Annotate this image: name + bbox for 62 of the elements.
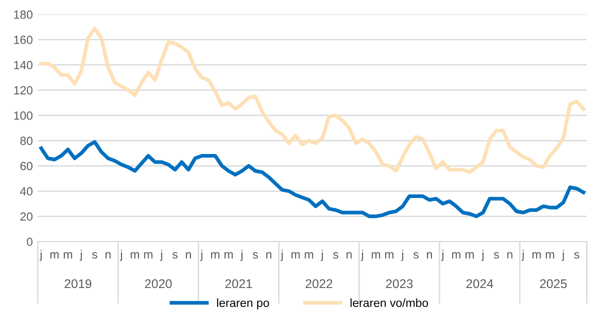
x-tick-label: j: [522, 250, 524, 261]
x-tick-label: s: [172, 252, 178, 259]
x-tick-label: j: [401, 250, 404, 261]
text: 2020: [145, 279, 172, 288]
x-tick-label: m: [372, 252, 380, 258]
x-tick-label: j: [120, 250, 122, 261]
x-tick-label: s: [494, 252, 499, 259]
x-tick-label: m: [304, 252, 314, 258]
legend-label: leraren po: [217, 298, 270, 310]
x-tick-label: j: [80, 250, 82, 261]
x-tick-label: s: [413, 252, 419, 259]
y-tick-label: 80: [20, 136, 32, 146]
line-series: [39, 140, 586, 218]
legend-label: leraren vo/mbo: [350, 298, 428, 308]
x-tick-label: m: [385, 252, 394, 258]
x-tick-label: n: [346, 252, 352, 258]
y-tick-label: 140: [14, 60, 32, 70]
text: 2021: [225, 279, 252, 288]
x-tick-label: m: [50, 252, 59, 258]
y-tick-label: 180: [14, 10, 32, 19]
x-tick-label: j: [320, 250, 323, 261]
x-tick-label: m: [130, 252, 140, 258]
line-series: [39, 26, 586, 174]
x-tick-label: j: [441, 250, 444, 261]
text: 2025: [540, 279, 567, 288]
x-tick-label: n: [426, 252, 432, 258]
x-tick-label: m: [144, 252, 152, 258]
x-tick-label: s: [252, 252, 258, 259]
x-tick-label: m: [64, 252, 72, 258]
x-tick-label: m: [452, 252, 460, 258]
x-tick-label: n: [507, 252, 512, 258]
x-tick-label: s: [92, 252, 98, 259]
x-tick-label: m: [224, 252, 233, 258]
x-tick-label: m: [291, 252, 300, 258]
text: 2023: [386, 279, 413, 288]
x-tick-label: j: [40, 250, 42, 261]
x-tick-label: j: [160, 250, 162, 261]
y-tick-label: 160: [14, 36, 32, 44]
x-tick-label: m: [466, 252, 474, 258]
x-tick-label: j: [240, 250, 243, 261]
y-tick-label: 60: [20, 162, 32, 170]
y-tick-label: 120: [14, 86, 32, 95]
x-tick-label: j: [562, 250, 564, 261]
x-tick-label: m: [532, 252, 541, 258]
x-tick-label: s: [333, 252, 338, 259]
x-tick-label: s: [574, 252, 580, 259]
y-tick-label: 100: [14, 111, 32, 120]
x-tick-label: j: [481, 250, 484, 261]
x-tick-label: n: [106, 252, 111, 258]
text: 2019: [64, 279, 92, 288]
y-tick-label: 0: [26, 238, 32, 246]
y-tick-label: 20: [20, 212, 32, 221]
x-tick-label: m: [546, 252, 554, 258]
text: 2022: [306, 279, 332, 288]
text: 2024: [466, 279, 494, 288]
x-tick-label: m: [211, 252, 220, 258]
y-tick-label: 40: [20, 187, 32, 196]
x-tick-label: j: [200, 250, 202, 261]
x-tick-label: j: [360, 250, 364, 261]
x-tick-label: j: [280, 250, 283, 261]
x-tick-label: n: [186, 252, 191, 258]
x-tick-label: n: [266, 252, 272, 258]
